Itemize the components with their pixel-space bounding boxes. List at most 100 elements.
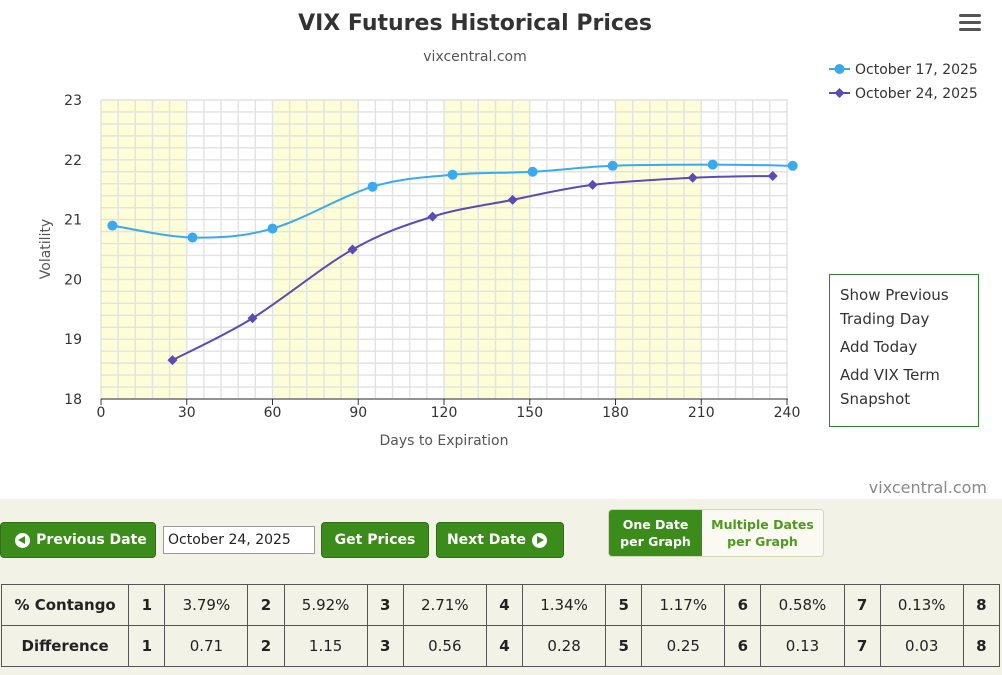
previous-date-label: Previous Date — [36, 532, 147, 548]
menu-bar — [959, 14, 981, 17]
legend-label: October 24, 2025 — [855, 86, 978, 102]
add-today-item[interactable]: Add Today — [840, 338, 918, 356]
get-prices-label: Get Prices — [334, 532, 416, 548]
month-index-cell: 6 — [724, 584, 762, 626]
data-point — [447, 169, 458, 180]
month-index-cell: 5 — [605, 584, 643, 626]
previous-date-button[interactable]: Previous Date — [0, 522, 156, 558]
x-axis-title: Days to Expiration — [380, 433, 509, 449]
legend-marker — [834, 64, 845, 74]
one-date-label: One Date per Graph — [620, 517, 691, 549]
next-date-button[interactable]: Next Date — [436, 522, 564, 558]
data-point — [347, 244, 358, 255]
value-cell: 3.79% — [164, 584, 249, 626]
next-date-label: Next Date — [446, 532, 527, 548]
show-previous-trading-day-item[interactable]: Show Previous Trading Day — [840, 286, 949, 328]
value-cell: 2.71% — [402, 584, 487, 626]
data-point — [507, 194, 518, 205]
chart-series — [107, 159, 798, 366]
one-date-per-graph-toggle[interactable]: One Date per Graph — [609, 510, 702, 556]
side-menu: Show Previous Trading Day Add Today Add … — [829, 274, 979, 427]
x-tick-label: 240 — [774, 405, 801, 421]
table-row-label: Difference — [0, 625, 130, 667]
legend-marker — [834, 88, 845, 98]
graph-mode-toggle: One Date per Graph Multiple Dates per Gr… — [608, 509, 824, 557]
y-tick-label: 23 — [64, 93, 82, 109]
x-tick-label: 120 — [431, 405, 458, 421]
chart-axes: 0 30 60 90 120 150 180 210 240 18 19 20 21 22 23 — [64, 93, 800, 421]
month-index-cell: 1 — [128, 625, 166, 667]
value-cell: 5.92% — [283, 584, 368, 626]
value-cell: 0.71 — [164, 625, 249, 667]
value-cell: 0.13 — [760, 625, 845, 667]
value-cell: 0.28 — [521, 625, 607, 667]
add-vix-term-snapshot-item[interactable]: Add VIX Term Snapshot — [840, 366, 940, 408]
shaded-band — [615, 100, 702, 399]
month-index-cell: 7 — [843, 584, 881, 626]
data-point — [267, 223, 278, 234]
month-index-cell: 3 — [366, 625, 404, 667]
month-index-cell: 5 — [605, 625, 643, 667]
table-row-label: % Contango — [0, 584, 130, 626]
data-point — [367, 181, 378, 192]
hamburger-menu-icon[interactable] — [959, 14, 981, 32]
table-row: Difference 1 0.71 2 1.15 3 0.56 4 0.28 5 0.25 6 0.13… — [0, 625, 1001, 667]
x-tick-label: 0 — [97, 405, 106, 421]
series-line — [171, 174, 773, 362]
shaded-band — [272, 100, 359, 399]
arrow-left-circle-icon — [15, 532, 31, 548]
data-point — [767, 170, 778, 181]
x-tick-label: 60 — [264, 405, 282, 421]
data-point — [787, 160, 798, 171]
data-point — [527, 166, 538, 177]
multiple-dates-label: Multiple Dates per Graph — [711, 517, 814, 549]
get-prices-button[interactable]: Get Prices — [321, 522, 429, 558]
multiple-dates-per-graph-toggle[interactable]: Multiple Dates per Graph — [702, 510, 823, 556]
x-tick-label: 30 — [178, 405, 196, 421]
month-index-cell: 7 — [843, 625, 881, 667]
menu-bar — [959, 28, 981, 31]
month-index-cell: 4 — [485, 625, 523, 667]
chart-subtitle: vixcentral.com — [423, 49, 526, 65]
data-point — [167, 355, 178, 366]
contango-table-wrap: % Contango 1 3.79% 2 5.92% 3 2.71% 4 1.34% 5 1.17%… — [0, 579, 1002, 675]
value-cell: 1.34% — [521, 584, 607, 626]
data-point — [187, 232, 198, 243]
data-point — [427, 211, 438, 222]
chart-area: 0 30 60 90 120 150 180 210 240 18 19 20 21 22 23 VIX F… — [38, 11, 987, 497]
y-axis-title: Volatility — [38, 219, 54, 279]
value-cell: 0.56 — [402, 625, 487, 667]
value-cell: 0.13% — [879, 584, 964, 626]
month-index-cell: 8 — [962, 584, 1001, 626]
date-input[interactable] — [163, 526, 315, 554]
chart-svg: 0 30 60 90 120 150 180 210 240 18 19 20 21 22 23 VIX F… — [38, 11, 987, 497]
arrow-right-circle-icon — [532, 532, 548, 548]
contango-table: % Contango 1 3.79% 2 5.92% 3 2.71% 4 1.34% 5 1.17%… — [0, 584, 1001, 667]
value-cell: 1.17% — [641, 584, 726, 626]
shaded-band — [101, 100, 187, 399]
month-index-cell: 4 — [485, 584, 523, 626]
month-index-cell: 2 — [247, 584, 285, 626]
value-cell: 0.25 — [641, 625, 726, 667]
data-point — [687, 172, 698, 183]
chart-legend: October 17, 2025 October 24, 2025 — [829, 62, 978, 102]
value-cell: 1.15 — [283, 625, 368, 667]
chart-title: VIX Futures Historical Prices — [298, 11, 652, 36]
y-tick-label: 21 — [64, 213, 82, 229]
shaded-band — [444, 100, 530, 399]
x-tick-label: 90 — [349, 405, 367, 421]
legend-label: October 17, 2025 — [855, 62, 978, 78]
chart-bands — [101, 100, 788, 399]
month-index-cell: 8 — [962, 625, 1001, 667]
data-point — [107, 220, 118, 231]
y-tick-label: 20 — [64, 272, 82, 288]
data-point — [707, 159, 718, 170]
x-tick-label: 210 — [688, 405, 715, 421]
table-row: % Contango 1 3.79% 2 5.92% 3 2.71% 4 1.34% 5 1.17%… — [0, 584, 1001, 626]
data-point — [607, 160, 618, 171]
y-tick-label: 18 — [64, 392, 82, 408]
menu-bar — [959, 21, 981, 24]
x-tick-label: 180 — [602, 405, 629, 421]
y-tick-label: 19 — [64, 332, 82, 348]
month-index-cell: 2 — [247, 625, 285, 667]
